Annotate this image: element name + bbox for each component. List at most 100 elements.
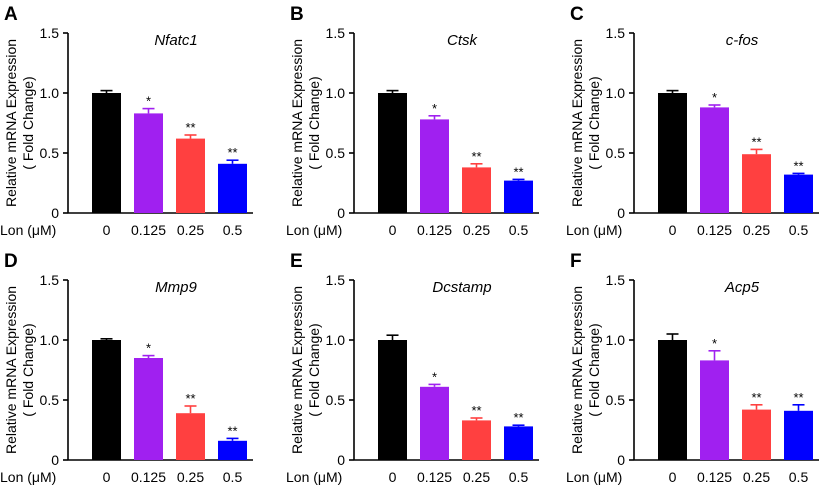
x-tick-label: 0.25 [177,469,204,485]
significance-marker: ** [793,158,803,173]
y-tick-label: 1.0 [40,332,60,348]
bar [658,93,687,213]
x-tick-label: 0.25 [743,222,770,238]
panel-a: A Nfatc1 Relative mRNA Expression( Fold Ch… [0,4,253,238]
x-tick-label: 0.125 [697,222,732,238]
bar [784,174,813,213]
y-tick-label: 1.5 [40,272,60,288]
significance-marker: ** [185,391,195,406]
bar [134,358,163,460]
bar [92,340,121,460]
panel-c: Cc-fos Relative mRNA Expression( Fold Cha… [566,4,819,238]
y-axis-label: Relative mRNA Expression( Fold Change) [3,39,36,207]
bar [420,386,449,460]
y-tick-label: 1.5 [606,25,626,41]
significance-marker: ** [513,164,523,179]
bar [92,93,121,213]
x-tick-label: 0 [389,222,397,238]
significance-marker: * [712,336,717,351]
bar [176,138,205,213]
y-tick-label: 0 [337,452,345,468]
significance-marker: * [146,341,151,356]
significance-marker: ** [471,149,481,164]
significance-marker: ** [185,120,195,135]
y-tick-label: 1.0 [606,332,626,348]
y-tick-label: 0 [617,452,625,468]
bar [742,409,771,460]
x-tick-label: 0.125 [417,469,452,485]
bar [420,119,449,213]
bar [504,180,533,213]
chart-title: Ctsk [447,32,479,49]
x-variable-label: Lon (μM) [286,222,342,238]
panel-e: E Dcstamp Relative mRNA Expression( Fold C… [286,251,539,485]
y-tick-label: 0.5 [326,145,346,161]
y-tick-label: 0 [337,205,345,221]
x-tick-label: 0 [669,469,677,485]
x-tick-label: 0 [669,222,677,238]
chart-title: Dcstamp [432,279,491,296]
bar [176,413,205,460]
y-tick-label: 0 [51,452,59,468]
bar [218,163,247,213]
y-axis-label-line2: ( Fold Change) [586,323,602,416]
bar [462,167,491,213]
y-axis-label-line2: ( Fold Change) [306,76,322,169]
chart-title: Nfatc1 [154,32,197,49]
panel-f: F Acp5 Relative mRNA Expression( Fold Chan… [566,251,819,485]
significance-marker: * [432,369,437,384]
chart-title: Mmp9 [155,279,197,296]
y-axis-label-line1: Relative mRNA Expression [3,39,19,207]
panel-d: D Mmp9 Relative mRNA Expression( Fold Chan… [0,251,253,485]
x-tick-label: 0.25 [743,469,770,485]
y-tick-label: 1.0 [326,85,346,101]
y-axis-label: Relative mRNA Expression( Fold Change) [3,286,36,454]
bar [784,410,813,460]
x-tick-label: 0 [389,469,397,485]
y-axis-label-line2: ( Fold Change) [586,76,602,169]
bar [742,154,771,213]
panel-letter: D [4,251,18,272]
bar [218,440,247,460]
panel-letter: C [570,4,584,25]
y-tick-label: 0.5 [606,145,626,161]
bar [378,340,407,460]
y-axis-label-line1: Relative mRNA Expression [289,39,305,207]
significance-marker: * [146,94,151,109]
y-tick-label: 1.5 [326,25,346,41]
y-axis-label: Relative mRNA Expression( Fold Change) [569,286,602,454]
y-axis-label-line1: Relative mRNA Expression [3,286,19,454]
x-tick-label: 0.125 [131,469,166,485]
y-tick-label: 0 [51,205,59,221]
y-tick-label: 0.5 [40,145,60,161]
chart-title: c-fos [726,32,759,49]
x-tick-label: 0.25 [177,222,204,238]
x-tick-label: 0.125 [417,222,452,238]
bar [504,426,533,460]
y-axis-label: Relative mRNA Expression( Fold Change) [289,286,322,454]
panel-letter: A [4,4,18,25]
significance-marker: ** [751,390,761,405]
x-tick-label: 0 [103,222,111,238]
y-tick-label: 1.0 [606,85,626,101]
y-axis-label-line2: ( Fold Change) [20,323,36,416]
bar [462,420,491,460]
x-tick-label: 0.5 [509,469,529,485]
y-tick-label: 1.0 [40,85,60,101]
significance-marker: ** [227,423,237,438]
y-tick-label: 0.5 [40,392,60,408]
y-axis-label-line1: Relative mRNA Expression [569,39,585,207]
significance-marker: ** [471,403,481,418]
x-tick-label: 0.25 [463,222,490,238]
x-variable-label: Lon (μM) [0,469,56,485]
bar [700,360,729,460]
panel-letter: E [290,251,303,272]
significance-marker: ** [751,134,761,149]
x-variable-label: Lon (μM) [566,222,622,238]
bar [700,107,729,213]
y-tick-label: 1.5 [40,25,60,41]
significance-marker: * [712,90,717,105]
x-tick-label: 0.125 [697,469,732,485]
x-variable-label: Lon (μM) [286,469,342,485]
